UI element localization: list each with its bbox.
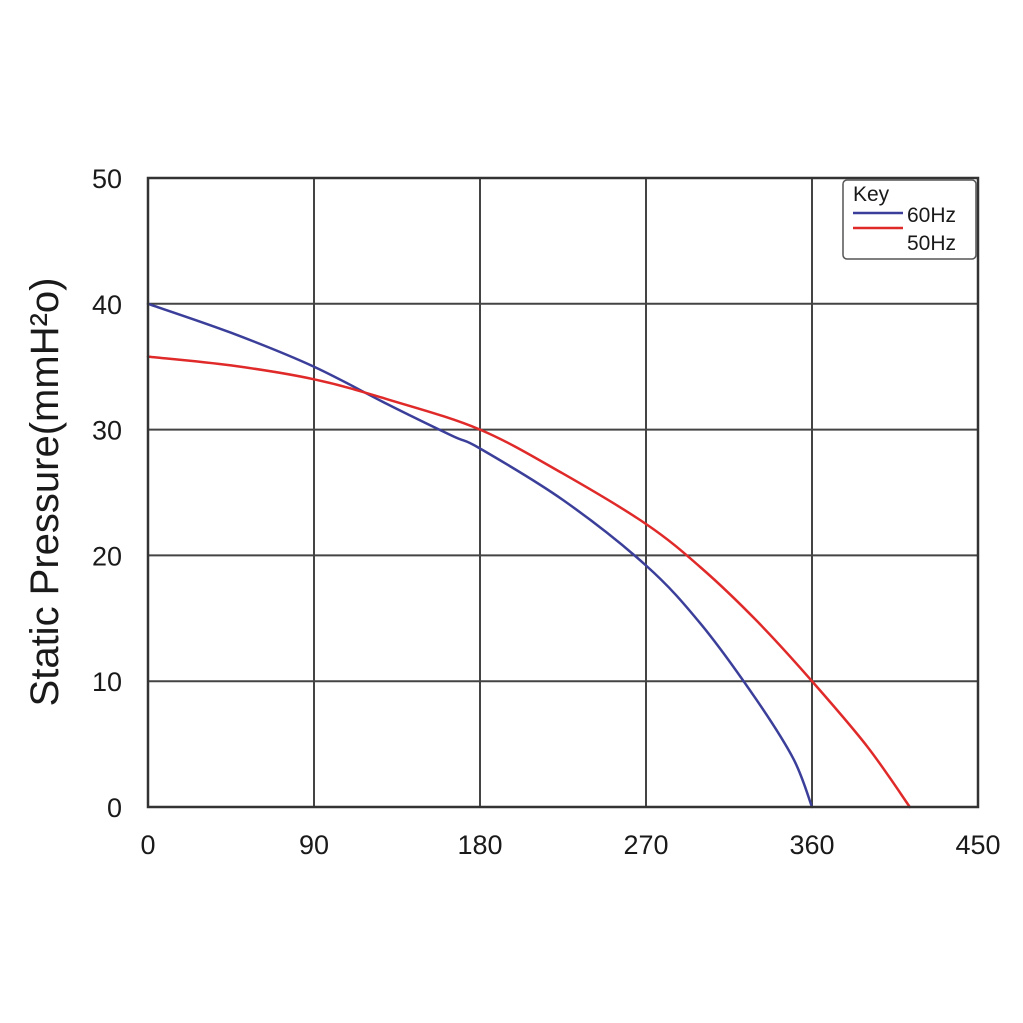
series-line-60hz [146,302,814,809]
y-tick-label: 50 [92,164,122,194]
y-axis-ticks: 0 10 20 30 40 50 [92,164,122,823]
x-tick-label: 90 [299,830,329,860]
x-tick-label: 0 [140,830,155,860]
legend: Key 60Hz 50Hz [842,179,977,260]
series-line-50hz [146,355,912,809]
series-layer [146,302,912,809]
y-tick-label: 10 [92,667,122,697]
x-tick-label: 450 [955,830,1000,860]
legend-label-50hz: 50Hz [907,232,956,255]
x-tick-label: 180 [457,830,502,860]
y-tick-label: 40 [92,290,122,320]
y-axis-label: Static Pressure(mmH²o) [23,278,67,707]
y-tick-label: 0 [107,793,122,823]
y-tick-label: 30 [92,416,122,446]
x-tick-label: 360 [789,830,834,860]
x-axis-ticks: 0 90 180 270 360 450 [140,830,1000,860]
grid [148,178,978,807]
plot-frame [146,176,980,809]
legend-label-60hz: 60Hz [907,204,956,227]
legend-box [842,179,977,260]
legend-title: Key [853,183,890,206]
y-tick-label: 20 [92,541,122,571]
x-tick-label: 270 [623,830,668,860]
